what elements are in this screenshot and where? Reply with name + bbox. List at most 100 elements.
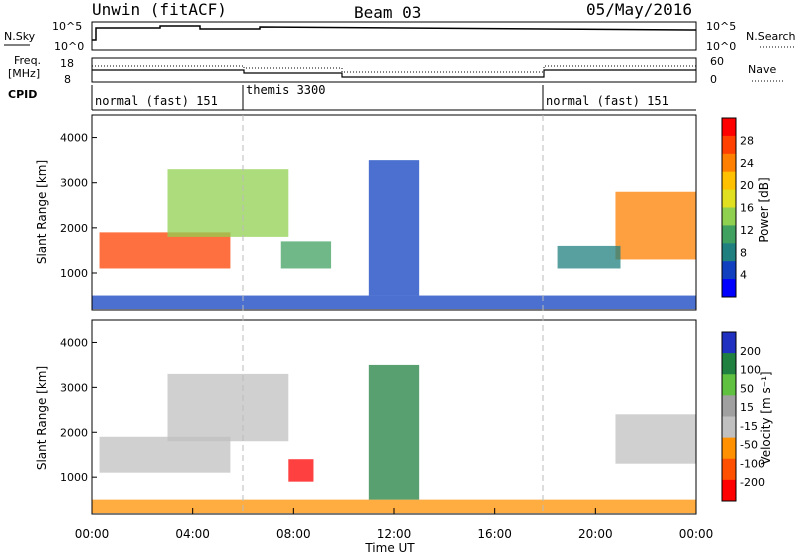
nsky-tick-low: 10^0 <box>54 40 84 53</box>
power-colorbar: 28 24 20 16 12 8 4 <box>721 117 754 298</box>
velocity-region-0 <box>99 436 231 473</box>
power-colorbar-swatch-1 <box>722 135 736 155</box>
power-region-2 <box>280 241 332 269</box>
power-colorbar-tick-1: 24 <box>740 157 754 170</box>
power-colorbar-label: Power [dB] <box>757 177 771 242</box>
x-axis-ticks: 00:00 04:00 08:00 12:00 16:00 20:00 00:00 <box>75 508 714 541</box>
power-colorbar-tick-6: 4 <box>740 269 747 282</box>
power-region-6 <box>368 160 420 296</box>
x-tick-label-4: 16:00 <box>477 527 512 541</box>
velocity-ytick-label-1: 3000 <box>60 381 88 394</box>
velocity-colorbar-tick-6: -100 <box>740 457 765 470</box>
nsearch-tick-high: 10^5 <box>706 20 736 33</box>
velocity-colorbar-swatch-3 <box>722 395 736 417</box>
velocity-colorbar-tick-7: -200 <box>740 476 765 489</box>
nsky-tick-high: 10^5 <box>52 20 82 33</box>
nsky-trace <box>92 25 696 41</box>
power-colorbar-swatch-6 <box>722 225 736 244</box>
nsky-label: N.Sky <box>4 30 36 43</box>
velocity-region-5 <box>368 364 420 500</box>
x-tick-label-2: 08:00 <box>276 527 311 541</box>
velocity-colorbar-swatch-6 <box>722 458 736 481</box>
power-colorbar-tick-0: 28 <box>740 134 754 147</box>
power-colorbar-swatch-2 <box>722 153 736 173</box>
power-colorbar-swatch-4 <box>722 189 736 208</box>
power-ylabel: Slant Range [km] <box>35 160 49 264</box>
power-region-3 <box>615 191 696 260</box>
velocity-colorbar-swatch-4 <box>722 416 736 439</box>
velocity-colorbar-label: Velocity [m s⁻¹] <box>759 371 773 464</box>
power-yticks: 4000 3000 2000 1000 <box>60 132 97 280</box>
power-colorbar-tick-4: 12 <box>740 224 754 237</box>
velocity-colorbar-tick-2: 50 <box>740 382 754 395</box>
power-plot-frame <box>91 114 697 311</box>
velocity-ytick-label-3: 1000 <box>60 471 88 484</box>
power-ytick-label-1: 3000 <box>60 177 88 190</box>
power-colorbar-tick-5: 8 <box>740 246 747 259</box>
velocity-colorbar-tick-1: 100 <box>740 364 761 377</box>
nave-tick-high: 60 <box>710 55 724 68</box>
power-colorbar-tick-2: 20 <box>740 179 754 192</box>
velocity-ytick-label-0: 4000 <box>60 336 88 349</box>
power-ytick-label-2: 2000 <box>60 222 88 235</box>
x-tick-label-1: 04:00 <box>175 527 210 541</box>
velocity-colorbar-swatch-5 <box>722 437 736 460</box>
freq-tick-high: 18 <box>60 57 74 70</box>
power-region-1 <box>167 169 289 237</box>
freq-label: Freq. <box>14 54 41 67</box>
cpid-segment-2: normal (fast) 151 <box>546 94 669 108</box>
cpid-segment-1: themis 3300 <box>246 83 325 97</box>
velocity-region-2 <box>288 459 314 482</box>
cpid-segment-0: normal (fast) 151 <box>95 94 218 108</box>
x-tick-label-5: 20:00 <box>578 527 613 541</box>
freq-unit: [MHz] <box>8 67 40 80</box>
power-region-0 <box>99 232 231 269</box>
velocity-colorbar-tick-3: 15 <box>740 401 754 414</box>
power-colorbar-swatch-0 <box>722 118 736 137</box>
x-tick-label-0: 00:00 <box>75 527 110 541</box>
beam-title: Beam 03 <box>354 3 421 22</box>
date-title: 05/May/2016 <box>586 0 692 19</box>
power-colorbar-swatch-9 <box>722 279 736 298</box>
velocity-ylabel: Slant Range [km] <box>35 366 49 470</box>
power-region-5 <box>92 295 696 310</box>
velocity-colorbar-swatch-2 <box>722 374 736 396</box>
velocity-colorbar-frame <box>721 331 737 502</box>
nsky-panel <box>91 21 697 51</box>
nave-trace <box>92 65 696 73</box>
power-colorbar-swatch-7 <box>722 243 736 262</box>
velocity-yticks: 4000 3000 2000 1000 <box>60 336 97 484</box>
power-ytick-label-3: 1000 <box>60 267 88 280</box>
power-ytick-label-0: 4000 <box>60 132 88 145</box>
cpid-label: CPID <box>8 88 37 101</box>
velocity-region-3 <box>615 414 696 464</box>
x-axis-label: Time UT <box>364 541 415 554</box>
power-colorbar-swatch-3 <box>722 171 736 191</box>
x-tick-label-6: 00:00 <box>679 527 714 541</box>
velocity-colorbar-swatch-0 <box>722 332 736 354</box>
power-colorbar-swatch-5 <box>722 207 736 226</box>
freq-tick-low: 8 <box>64 73 71 86</box>
velocity-cells <box>92 364 696 514</box>
power-region-4 <box>557 245 621 269</box>
power-colorbar-swatch-8 <box>722 261 736 280</box>
power-colorbar-frame <box>721 117 737 298</box>
velocity-region-1 <box>167 373 289 442</box>
nsearch-label: N.Search <box>746 30 796 43</box>
freq-trace <box>92 69 696 78</box>
velocity-colorbar-swatch-1 <box>722 353 736 375</box>
nave-tick-low: 0 <box>710 73 717 86</box>
velocity-ytick-label-2: 2000 <box>60 426 88 439</box>
power-colorbar-tick-3: 16 <box>740 202 754 215</box>
velocity-colorbar-tick-4: -15 <box>740 420 758 433</box>
x-tick-label-3: 12:00 <box>377 527 412 541</box>
velocity-colorbar-tick-0: 200 <box>740 345 761 358</box>
nsearch-tick-low: 10^0 <box>706 40 736 53</box>
site-title: Unwin (fitACF) <box>92 0 227 19</box>
velocity-colorbar: 200 100 50 15 -15 -50 -100 -200 <box>721 331 765 502</box>
velocity-colorbar-tick-5: -50 <box>740 439 758 452</box>
velocity-colorbar-swatch-7 <box>722 479 736 502</box>
nave-label: Nave <box>748 63 776 76</box>
power-cells <box>92 160 696 310</box>
